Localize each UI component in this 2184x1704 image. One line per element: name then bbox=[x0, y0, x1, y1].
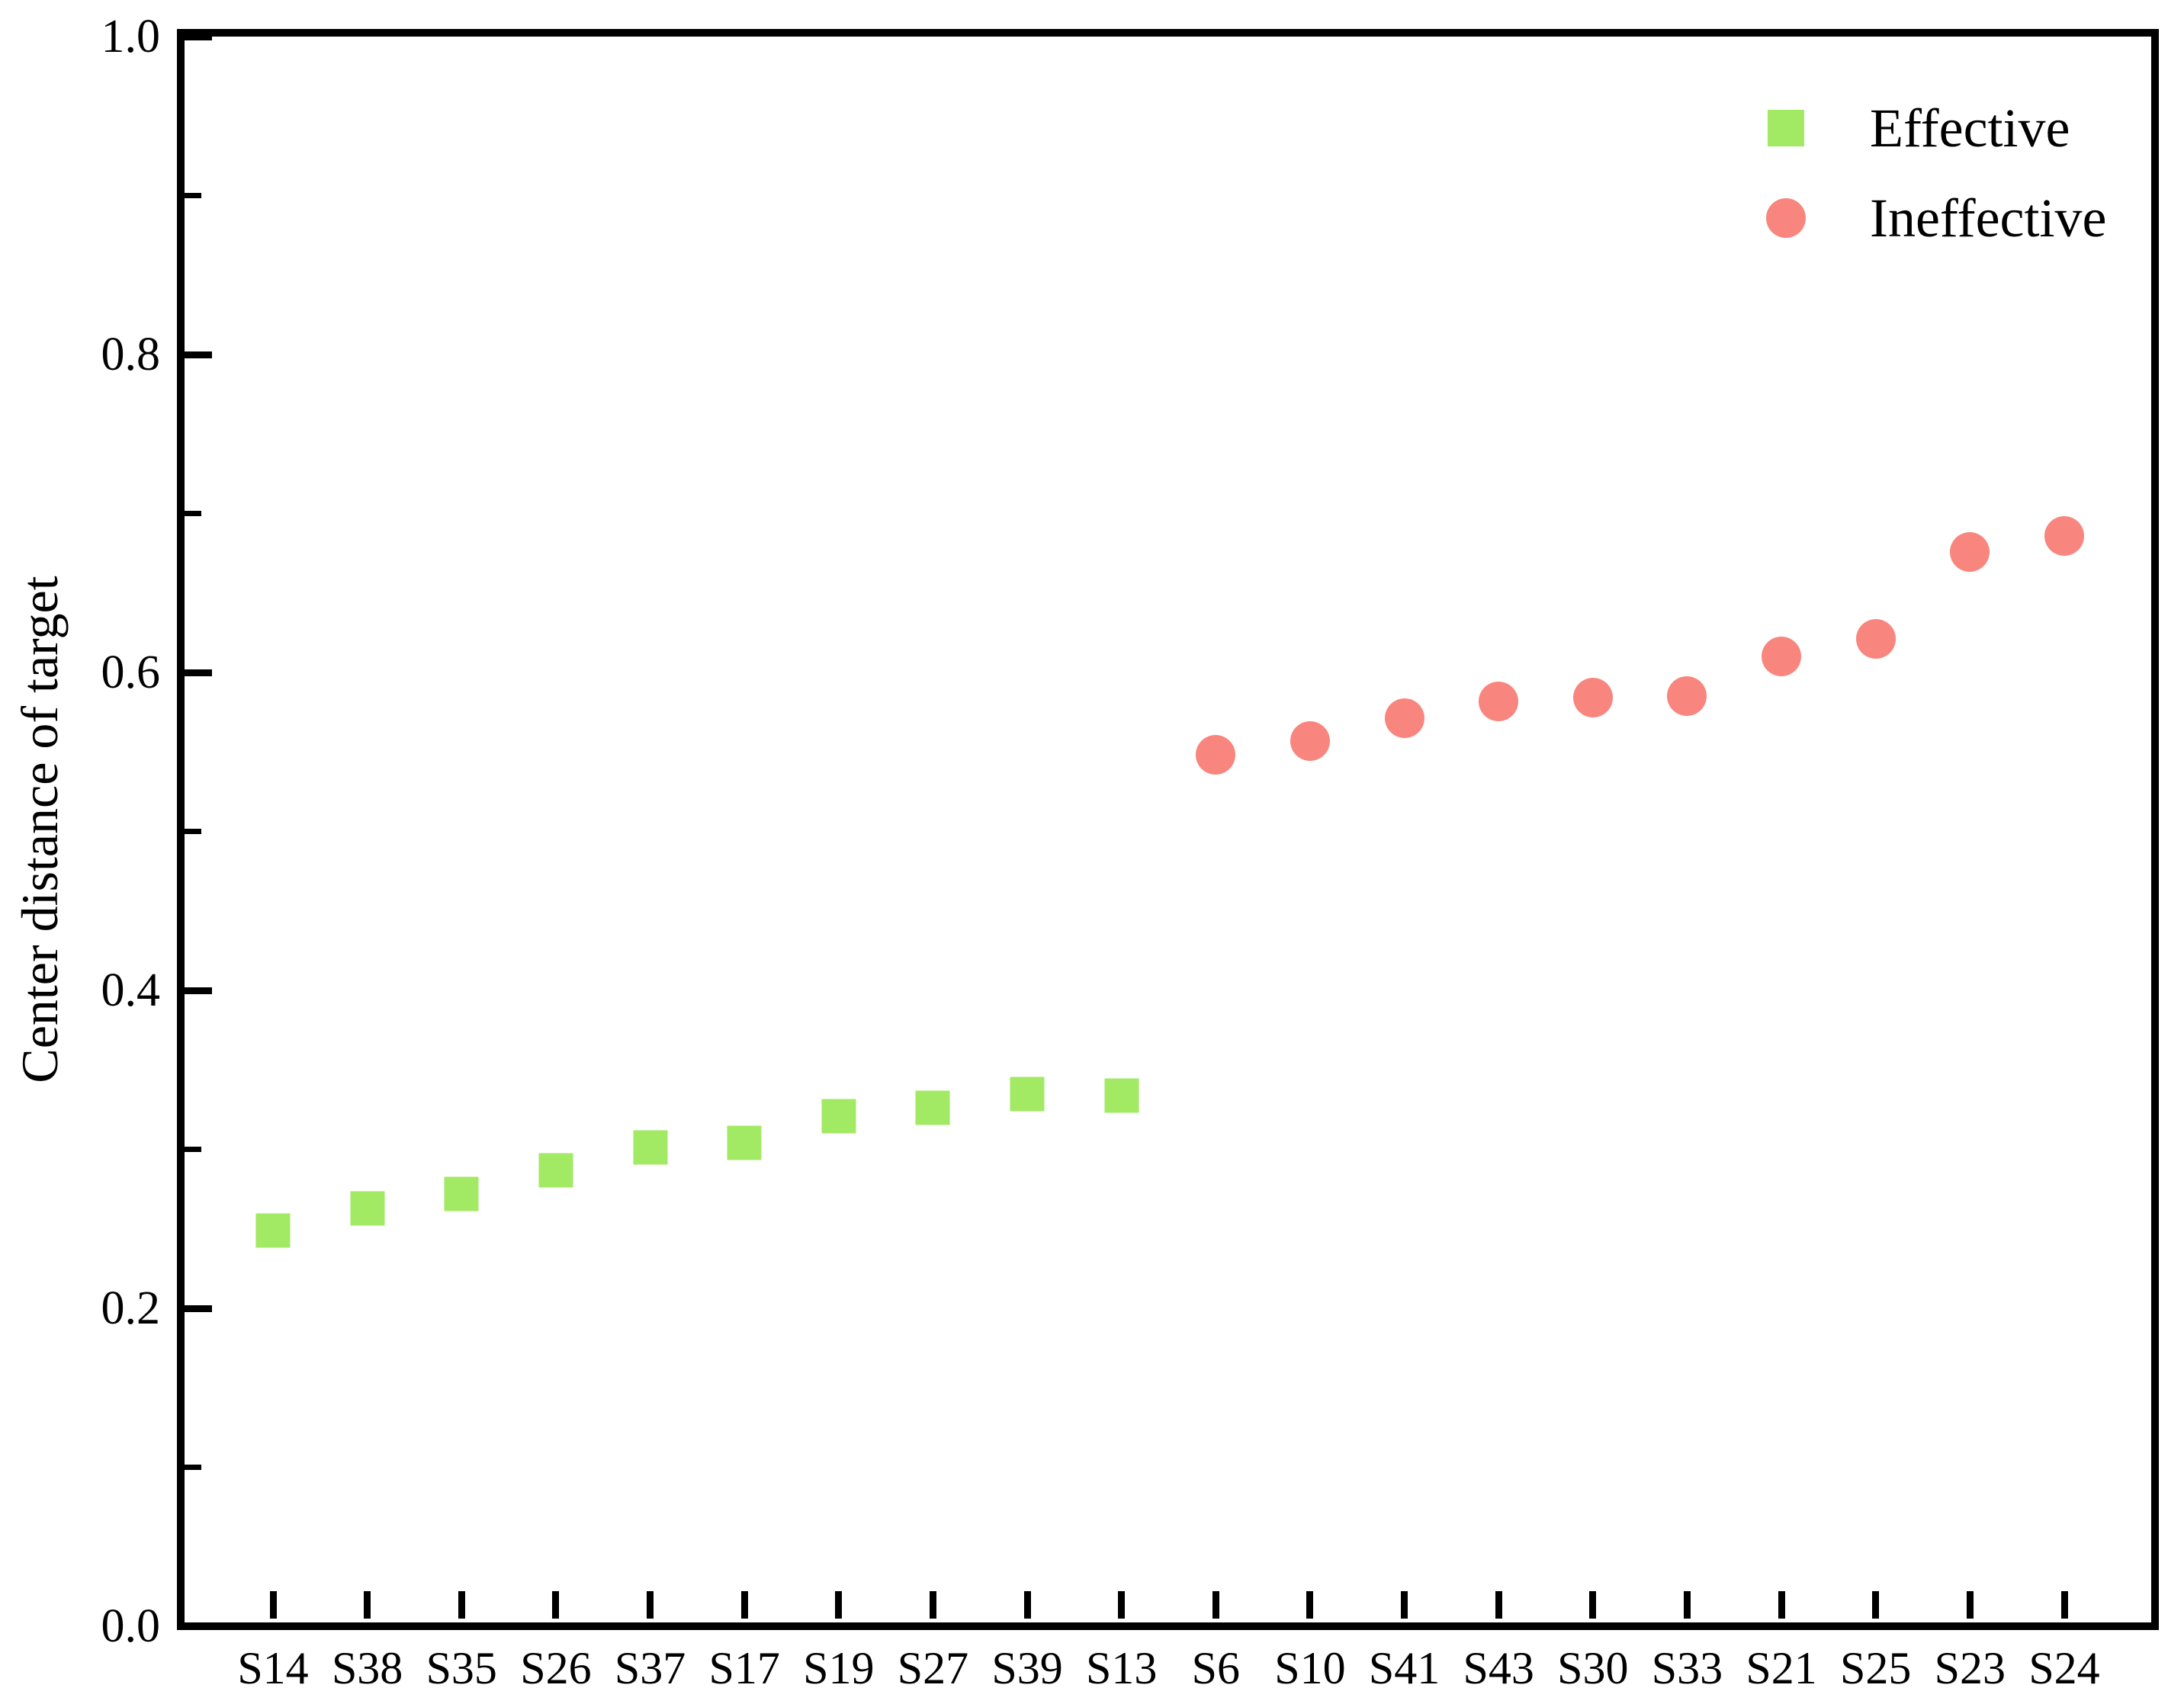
data-point-S23 bbox=[1950, 531, 1990, 572]
x-tick-label: S30 bbox=[1557, 1643, 1629, 1693]
x-tick bbox=[1306, 1591, 1314, 1619]
x-tick bbox=[269, 1591, 277, 1619]
x-tick bbox=[1118, 1591, 1126, 1619]
y-tick-label: 0.2 bbox=[101, 1282, 161, 1334]
x-tick-label: S19 bbox=[803, 1643, 875, 1693]
x-tick bbox=[2060, 1591, 2068, 1619]
data-point-S43 bbox=[1479, 681, 1519, 721]
y-major-tick bbox=[185, 1304, 212, 1312]
x-tick-label: S17 bbox=[708, 1643, 780, 1693]
y-major-tick bbox=[185, 987, 212, 994]
x-tick-label: S35 bbox=[426, 1643, 497, 1693]
data-point-S39 bbox=[1010, 1077, 1045, 1112]
x-tick-label: S23 bbox=[1934, 1643, 2006, 1693]
data-point-S37 bbox=[633, 1130, 668, 1165]
data-point-S10 bbox=[1290, 720, 1330, 761]
data-point-S17 bbox=[727, 1125, 762, 1160]
x-tick bbox=[1401, 1591, 1408, 1619]
x-tick bbox=[835, 1591, 843, 1619]
y-minor-tick bbox=[185, 1465, 201, 1470]
data-point-S35 bbox=[444, 1176, 479, 1211]
data-point-S30 bbox=[1572, 678, 1613, 718]
effective-square-swatch-icon bbox=[1768, 110, 1804, 146]
x-tick bbox=[1966, 1591, 1974, 1619]
y-tick-label: 0.6 bbox=[101, 647, 161, 698]
data-point-S41 bbox=[1384, 698, 1424, 739]
ineffective-circle-swatch-icon bbox=[1766, 198, 1806, 238]
data-point-S26 bbox=[538, 1153, 573, 1188]
x-tick-label: S25 bbox=[1840, 1643, 1912, 1693]
x-tick bbox=[1212, 1591, 1219, 1619]
data-point-S24 bbox=[2044, 515, 2084, 556]
data-point-S21 bbox=[1762, 637, 1802, 677]
y-major-tick bbox=[185, 351, 212, 358]
x-tick bbox=[647, 1591, 654, 1619]
x-tick-label: S43 bbox=[1463, 1643, 1534, 1693]
x-tick bbox=[458, 1591, 465, 1619]
x-tick-label: S33 bbox=[1651, 1643, 1723, 1693]
x-tick-label: S39 bbox=[991, 1643, 1063, 1693]
data-point-S19 bbox=[821, 1099, 856, 1134]
y-major-tick bbox=[185, 33, 212, 40]
y-minor-tick bbox=[185, 511, 201, 516]
x-tick bbox=[1872, 1591, 1880, 1619]
y-tick-label: 0.8 bbox=[101, 329, 161, 380]
x-tick bbox=[364, 1591, 371, 1619]
y-major-tick bbox=[185, 669, 212, 676]
data-point-S13 bbox=[1104, 1078, 1139, 1113]
data-point-S25 bbox=[1855, 619, 1896, 659]
y-minor-tick bbox=[185, 193, 201, 198]
y-major-tick bbox=[185, 1622, 212, 1630]
x-tick bbox=[1683, 1591, 1691, 1619]
x-tick bbox=[740, 1591, 748, 1619]
legend-label-effective: Effective bbox=[1870, 98, 2070, 159]
legend-label-ineffective: Ineffective bbox=[1870, 188, 2107, 249]
y-tick-label: 0.4 bbox=[101, 964, 161, 1016]
x-tick bbox=[1778, 1591, 1785, 1619]
x-tick bbox=[552, 1591, 560, 1619]
x-tick-label: S10 bbox=[1274, 1643, 1346, 1693]
data-point-S27 bbox=[915, 1090, 950, 1125]
x-tick-label: S14 bbox=[237, 1643, 309, 1693]
x-tick-label: S27 bbox=[897, 1643, 969, 1693]
x-tick bbox=[929, 1591, 936, 1619]
y-minor-tick bbox=[185, 1147, 201, 1152]
x-tick-label: S41 bbox=[1368, 1643, 1440, 1693]
y-minor-tick bbox=[185, 829, 201, 834]
x-tick-label: S21 bbox=[1746, 1643, 1817, 1693]
x-tick-label: S13 bbox=[1085, 1643, 1158, 1693]
data-point-S14 bbox=[255, 1213, 291, 1248]
plot-area bbox=[177, 29, 2159, 1630]
y-tick-label: 0.0 bbox=[101, 1600, 161, 1652]
x-tick bbox=[1589, 1591, 1597, 1619]
x-tick-label: S24 bbox=[2028, 1643, 2100, 1693]
x-tick bbox=[1495, 1591, 1502, 1619]
data-point-S38 bbox=[350, 1191, 385, 1226]
data-point-S6 bbox=[1196, 735, 1236, 775]
y-tick-label: 1.0 bbox=[101, 11, 161, 63]
x-tick-label: S26 bbox=[520, 1643, 592, 1693]
data-point-S33 bbox=[1667, 676, 1707, 717]
x-tick-label: S6 bbox=[1191, 1643, 1240, 1693]
x-tick bbox=[1023, 1591, 1031, 1619]
x-tick-label: S37 bbox=[614, 1643, 686, 1693]
x-tick-label: S38 bbox=[331, 1643, 403, 1693]
